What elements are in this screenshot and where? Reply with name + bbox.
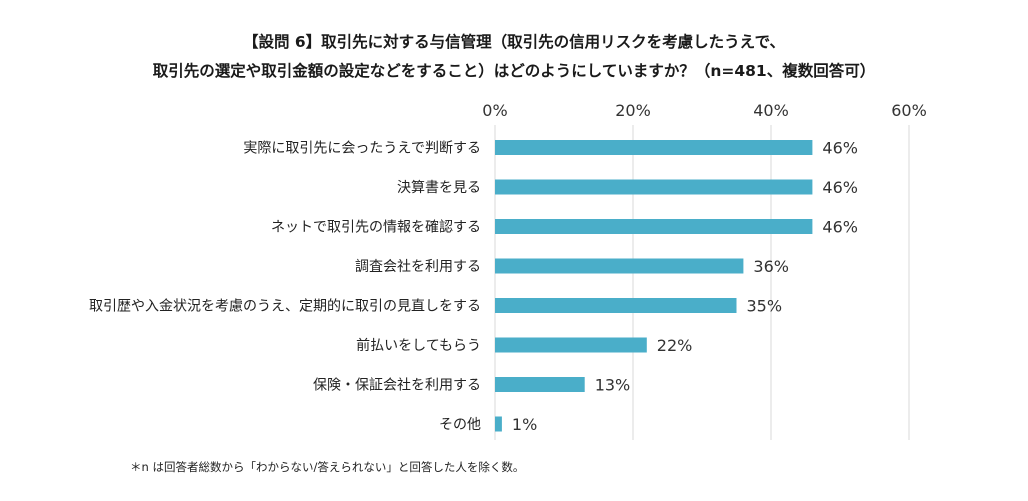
value-label: 46% <box>822 218 858 237</box>
x-tick-label: 0% <box>482 101 507 120</box>
value-label: 46% <box>822 139 858 158</box>
value-label: 13% <box>595 376 631 395</box>
bar <box>495 219 813 234</box>
category-label: その他 <box>439 417 481 433</box>
category-label: ネットで取引先の情報を確認する <box>271 220 481 236</box>
bar <box>495 140 813 155</box>
value-label: 35% <box>747 297 783 316</box>
category-label: 保険・保証会社を利用する <box>313 378 481 394</box>
x-tick-label: 20% <box>615 101 651 120</box>
chart-title-line2: 取引先の選定や取引金額の設定などをすること）はどのようにしていますか？（n=48… <box>152 62 876 80</box>
category-label: 調査会社を利用する <box>355 259 481 275</box>
category-label: 決算書を見る <box>397 180 481 196</box>
bar <box>495 179 813 195</box>
bar <box>495 377 585 392</box>
bar <box>495 416 502 432</box>
bar <box>495 298 737 313</box>
bar <box>495 337 647 353</box>
bar <box>495 258 744 274</box>
chart-title-line1: 【設問 6】取引先に対する与信管理（取引先の信用リスクを考慮したうえで、 <box>242 33 786 51</box>
x-tick-label: 60% <box>891 101 927 120</box>
category-label: 実際に取引先に会ったうえで判断する <box>243 141 481 157</box>
value-label: 46% <box>822 178 858 197</box>
x-tick-label: 40% <box>753 101 789 120</box>
value-label: 1% <box>512 415 537 434</box>
category-label: 前払いをしてもらう <box>356 337 481 354</box>
value-label: 22% <box>657 336 693 355</box>
footnote: ＊n は回答者総数から「わからない/答えられない」と回答した人を除く数。 <box>130 460 525 474</box>
category-label: 取引歴や入金状況を考慮のうえ、定期的に取引の見直しをする <box>89 298 481 315</box>
value-label: 36% <box>753 257 789 276</box>
